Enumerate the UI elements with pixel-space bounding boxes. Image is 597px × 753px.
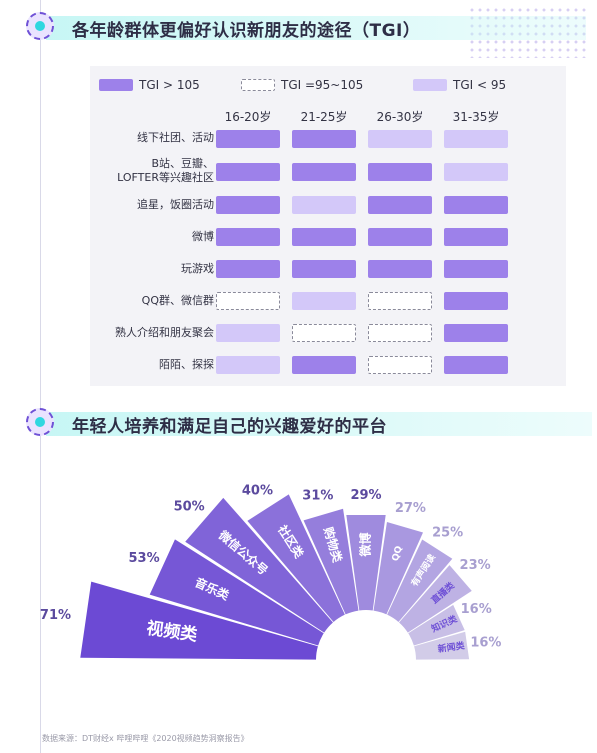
fan-sector-9 xyxy=(399,565,472,633)
fan-sector-10 xyxy=(408,604,465,646)
row-label: 陌陌、探探 xyxy=(159,358,214,371)
fan-value-label: 29% xyxy=(350,488,381,503)
header-band xyxy=(46,16,586,40)
tgi-cell xyxy=(444,130,508,148)
tgi-cell xyxy=(216,228,280,246)
section-header-2: 年轻人培养和满足自己的兴趣爱好的平台 xyxy=(26,408,592,440)
tgi-cell xyxy=(368,196,432,214)
tgi-cell xyxy=(216,356,280,374)
row-label: 线下社团、活动 xyxy=(137,131,214,144)
tgi-cell xyxy=(368,356,432,374)
bullet-ring-icon xyxy=(26,12,54,40)
fan-sector-1 xyxy=(80,581,318,660)
legend-label: TGI > 105 xyxy=(139,78,200,92)
tgi-cell xyxy=(292,228,356,246)
legend-item-low: TGI < 95 xyxy=(413,78,506,92)
tgi-cell xyxy=(292,292,356,310)
legend-swatch xyxy=(413,79,447,91)
tgi-cell xyxy=(216,292,280,310)
tgi-cell xyxy=(292,130,356,148)
legend-swatch xyxy=(241,79,275,91)
fan-sector-3 xyxy=(185,497,333,633)
header-band xyxy=(46,412,592,436)
tgi-cell xyxy=(444,324,508,342)
tgi-cell xyxy=(368,324,432,342)
fan-value-label: 16% xyxy=(461,602,492,617)
legend-label: TGI < 95 xyxy=(453,78,507,92)
tgi-cell xyxy=(444,196,508,214)
tgi-cell xyxy=(368,163,432,181)
fan-value-label: 27% xyxy=(395,501,426,516)
row-label-text: B站、豆瓣、 xyxy=(151,157,214,170)
tgi-cell xyxy=(444,228,508,246)
fan-sector-7 xyxy=(373,521,424,615)
row-label: 追星，饭圈活动 xyxy=(137,198,214,211)
fan-value-label: 31% xyxy=(302,489,333,504)
fan-category-label: 新闻类 xyxy=(437,639,466,655)
legend-item-high: TGI > 105 xyxy=(99,78,200,92)
fan-category-label: 微博 xyxy=(358,533,373,558)
section-header-1: 各年龄群体更偏好认识新朋友的途径（TGI） xyxy=(26,12,586,44)
section-title: 年轻人培养和满足自己的兴趣爱好的平台 xyxy=(72,417,387,437)
fan-hub xyxy=(317,611,415,709)
tgi-cell xyxy=(368,130,432,148)
col-header: 31-35岁 xyxy=(452,110,500,124)
fan-value-label: 25% xyxy=(432,525,463,540)
row-label: 玩游戏 xyxy=(181,262,214,275)
col-header: 21-25岁 xyxy=(300,110,348,124)
fan-sector-5 xyxy=(303,508,359,615)
tgi-cell xyxy=(216,163,280,181)
fan-sector-4 xyxy=(247,494,345,622)
fan-value-label: 50% xyxy=(174,499,205,514)
decorative-vertical-line xyxy=(40,0,41,753)
row-label: 熟人介绍和朋友聚会 xyxy=(115,326,214,339)
legend-item-mid: TGI =95~105 xyxy=(241,78,363,92)
row-label-text: LOFTER等兴趣社区 xyxy=(117,171,214,184)
fan-sector-11 xyxy=(414,631,470,660)
fan-value-label: 16% xyxy=(470,635,501,650)
tgi-cell xyxy=(216,260,280,278)
tgi-cell xyxy=(216,196,280,214)
row-label: QQ群、微信群 xyxy=(141,294,214,307)
row-label-line: B站、豆瓣、 xyxy=(117,157,214,171)
tgi-cell xyxy=(368,260,432,278)
tgi-cell xyxy=(292,196,356,214)
tgi-cell xyxy=(444,356,508,374)
tgi-cell xyxy=(292,260,356,278)
tgi-cell xyxy=(292,324,356,342)
col-header: 26-30岁 xyxy=(376,110,424,124)
row-label-line: LOFTER等兴趣社区 xyxy=(117,171,214,185)
fan-value-label: 71% xyxy=(40,608,71,623)
bullet-ring-icon xyxy=(26,408,54,436)
tgi-cell xyxy=(444,260,508,278)
tgi-cell xyxy=(292,163,356,181)
col-header: 16-20岁 xyxy=(224,110,272,124)
row-label: 微博 xyxy=(192,230,214,243)
tgi-cell xyxy=(444,292,508,310)
fan-sector-2 xyxy=(149,539,324,646)
section-title: 各年龄群体更偏好认识新朋友的途径（TGI） xyxy=(72,21,421,41)
fan-sector-6 xyxy=(346,515,386,611)
tgi-cell xyxy=(368,228,432,246)
fan-sector-8 xyxy=(387,539,453,622)
legend-swatch xyxy=(99,79,133,91)
tgi-cell xyxy=(368,292,432,310)
source-note: 数据来源：DT财经x 哔哩哔哩《2020视频趋势洞察报告》 xyxy=(42,734,249,743)
legend-label: TGI =95~105 xyxy=(281,78,364,92)
fan-category-label: QQ xyxy=(391,545,405,563)
row-label: B站、豆瓣、 LOFTER等兴趣社区 xyxy=(117,157,214,185)
fan-value-label: 53% xyxy=(129,551,160,566)
fan-value-label: 23% xyxy=(460,558,491,573)
tgi-cell xyxy=(292,356,356,374)
tgi-cell xyxy=(216,130,280,148)
tgi-cell xyxy=(444,163,508,181)
tgi-cell xyxy=(216,324,280,342)
fan-value-label: 40% xyxy=(242,484,273,499)
